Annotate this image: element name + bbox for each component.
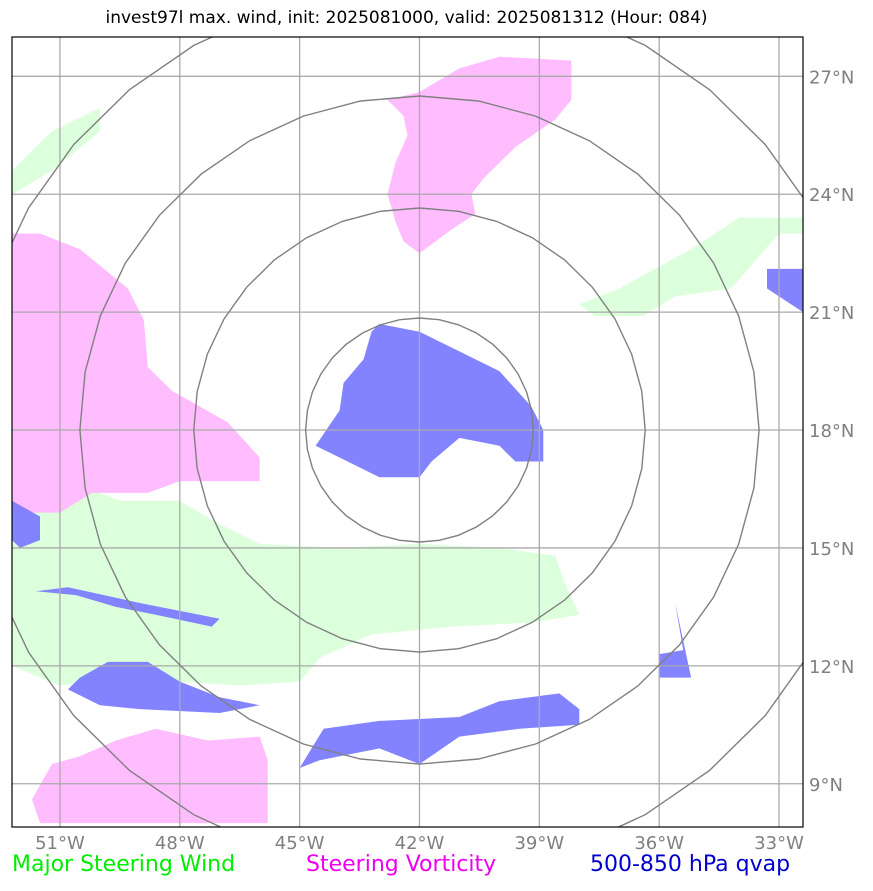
range-ring — [12, 37, 803, 827]
lat-tick-label: 24°N — [809, 185, 854, 206]
field-layers — [12, 56, 803, 824]
plot-frame — [11, 36, 804, 828]
lat-tick-label: 27°N — [809, 67, 854, 88]
qvap-area-6 — [767, 268, 803, 313]
wind-area-1 — [579, 217, 803, 317]
map-title: invest97l max. wind, init: 2025081000, v… — [105, 8, 708, 28]
qvap-area-2 — [36, 587, 220, 627]
qvap-area-0 — [315, 323, 544, 478]
qvap-area-1 — [12, 500, 40, 548]
lat-tick-label: 15°N — [809, 539, 854, 560]
qvap-area-3 — [67, 661, 260, 713]
lon-tick-label: 39°W — [514, 833, 564, 854]
qvap-area-5 — [659, 603, 692, 678]
wind-area-0 — [12, 107, 100, 195]
lat-tick-label: 9°N — [809, 775, 843, 796]
latitude-tick-labels: 9°N 12°N 15°N 18°N 21°N 24°N 27°N — [809, 67, 854, 795]
grid-lines — [12, 37, 803, 827]
range-ring — [304, 317, 535, 543]
vorticity-area-2 — [32, 728, 268, 824]
lon-tick-label: 45°W — [275, 833, 325, 854]
vorticity-area-0 — [12, 233, 260, 513]
legend-major-steering-wind: Major Steering Wind — [12, 852, 236, 877]
longitude-tick-labels: 51°W 48°W 45°W 42°W 39°W 36°W 33°W — [35, 833, 804, 854]
wind-area-2 — [12, 485, 580, 686]
lon-tick-label: 42°W — [395, 833, 445, 854]
legend-qvap: 500-850 hPa qvap — [590, 852, 791, 877]
vorticity-area-1 — [387, 56, 572, 254]
lon-tick-label: 51°W — [35, 833, 85, 854]
range-ring — [193, 207, 646, 653]
lon-tick-label: 36°W — [634, 833, 684, 854]
lon-tick-label: 33°W — [754, 833, 804, 854]
lat-tick-label: 18°N — [809, 421, 854, 442]
range-rings — [12, 37, 803, 827]
lat-tick-label: 21°N — [809, 303, 854, 324]
qvap-area-4 — [299, 693, 580, 768]
legend-steering-vorticity: Steering Vorticity — [306, 852, 497, 877]
range-ring — [79, 95, 760, 765]
lat-tick-label: 12°N — [809, 657, 854, 678]
lon-tick-label: 48°W — [155, 833, 205, 854]
